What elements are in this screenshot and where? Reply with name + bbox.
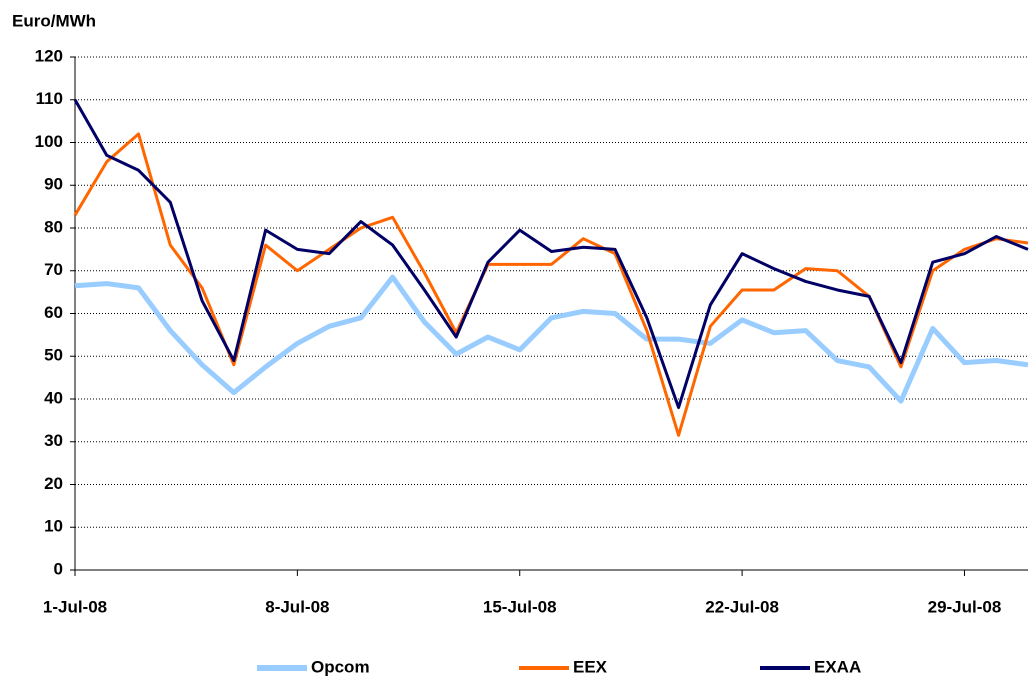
series-line bbox=[74, 274, 1029, 404]
x-tick-label: 29-Jul-08 bbox=[928, 597, 1002, 616]
legend-label: Opcom bbox=[311, 657, 370, 676]
y-tick-label: 90 bbox=[44, 175, 63, 194]
y-tick-label: 10 bbox=[44, 517, 63, 536]
series-line bbox=[73, 132, 1029, 437]
legend-label: EXAA bbox=[814, 657, 861, 676]
x-tick-label: 22-Jul-08 bbox=[705, 597, 779, 616]
y-tick-label: 70 bbox=[44, 260, 63, 279]
x-tick-label: 1-Jul-08 bbox=[43, 597, 107, 616]
y-tick-label: 40 bbox=[44, 388, 63, 407]
x-tick-label: 8-Jul-08 bbox=[265, 597, 329, 616]
y-tick-label: 20 bbox=[44, 474, 63, 493]
y-tick-label: 110 bbox=[36, 89, 63, 108]
y-tick-label: 0 bbox=[54, 559, 63, 578]
y-tick-label: 100 bbox=[35, 132, 63, 151]
series-line bbox=[73, 99, 1029, 410]
y-tick-label: 80 bbox=[44, 217, 63, 236]
y-tick-label: 120 bbox=[35, 46, 63, 65]
y-tick-label: 50 bbox=[44, 346, 63, 365]
x-tick-label: 15-Jul-08 bbox=[483, 597, 557, 616]
y-axis-label: Euro/MWh bbox=[12, 11, 96, 30]
y-tick-label: 30 bbox=[44, 431, 63, 450]
legend-label: EEX bbox=[573, 657, 608, 676]
y-tick-label: 60 bbox=[44, 303, 63, 322]
